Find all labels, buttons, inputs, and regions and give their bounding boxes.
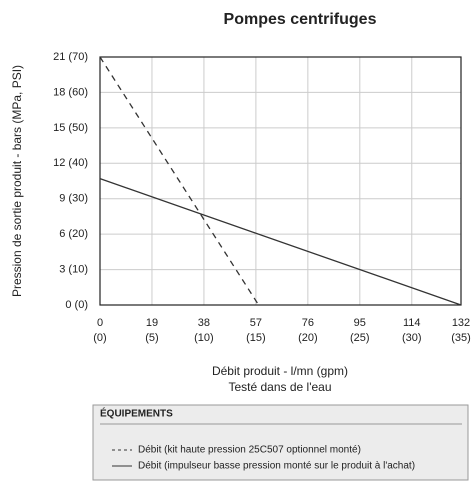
series-line [99, 56, 260, 306]
y-tick-label: 12 (40) [53, 157, 88, 169]
legend-title: ÉQUIPEMENTS [100, 407, 173, 420]
x-tick-label: 0 [97, 317, 103, 329]
x-tick-label: (15) [246, 332, 266, 344]
y-tick-label: 15 (50) [53, 122, 88, 134]
y-axis-label: Pression de sortie produit - bars (MPa, … [10, 65, 24, 297]
x-axis-note: Testé dans de l'eau [228, 380, 331, 394]
y-tick-label: 21 (70) [53, 51, 88, 63]
plot-frame [99, 56, 462, 306]
x-tick-label: 76 [302, 317, 314, 329]
x-tick-label: (10) [194, 332, 214, 344]
x-tick-label: 57 [250, 317, 262, 329]
x-tick-label: (5) [145, 332, 158, 344]
chart-title: Pompes centrifuges [224, 11, 377, 28]
x-tick-label: 19 [146, 317, 158, 329]
legend-label: Débit (impulseur basse pression monté su… [138, 461, 415, 472]
x-tick-label: 38 [198, 317, 210, 329]
x-tick-label: 132 [452, 317, 470, 329]
x-tick-label: (35) [451, 332, 471, 344]
x-tick-label: (20) [298, 332, 318, 344]
y-tick-label: 18 (60) [53, 86, 88, 98]
x-tick-label: (30) [402, 332, 422, 344]
x-tick-label: 95 [354, 317, 366, 329]
y-tick-label: 0 (0) [65, 299, 88, 311]
series-line [99, 178, 462, 306]
y-tick-label: 3 (10) [59, 263, 88, 275]
y-tick-label: 9 (30) [59, 193, 88, 205]
legend-label: Débit (kit haute pression 25C507 optionn… [138, 445, 361, 456]
y-tick-label: 6 (20) [59, 228, 88, 240]
x-tick-label: 114 [403, 317, 421, 329]
x-tick-label: (0) [93, 332, 106, 344]
legend-box [92, 404, 469, 481]
x-tick-label: (25) [350, 332, 370, 344]
x-axis-label: Débit produit - l/mn (gpm) [212, 364, 348, 378]
